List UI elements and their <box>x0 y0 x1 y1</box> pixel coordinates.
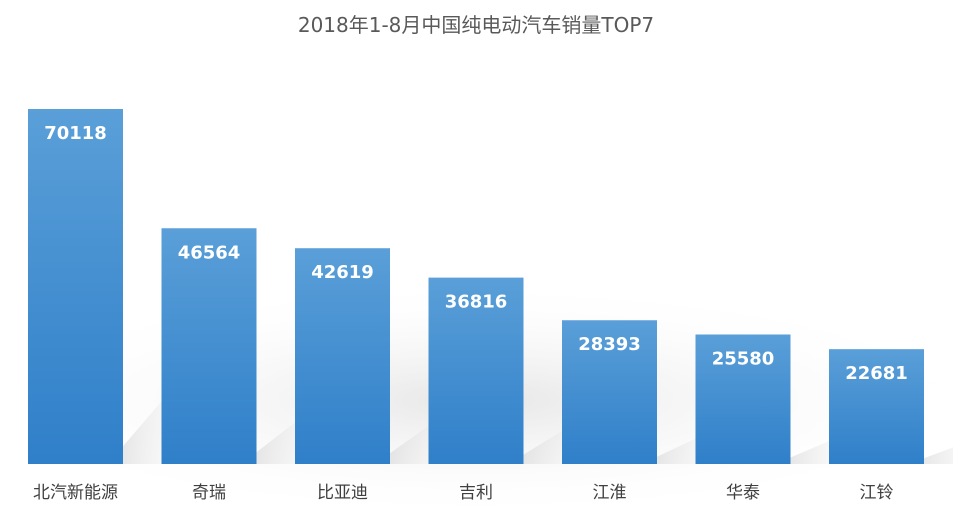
bar <box>562 320 657 464</box>
bar-shadow <box>924 447 953 464</box>
bar <box>428 277 524 464</box>
category-label: 比亚迪 <box>317 483 368 503</box>
category-label: 江铃 <box>860 483 894 503</box>
bar <box>829 349 924 464</box>
category-label: 吉利 <box>459 483 493 503</box>
category-label: 江淮 <box>593 483 627 503</box>
value-labels: 70118 46564 42619 36816 28393 25580 22681 <box>44 123 908 384</box>
bar <box>161 228 257 464</box>
category-labels: 北汽新能源 奇瑞 比亚迪 吉利 江淮 华泰 江铃 <box>33 483 894 503</box>
data-label: 28393 <box>578 334 641 355</box>
bar <box>28 109 123 464</box>
data-label: 36816 <box>445 292 508 313</box>
data-label: 42619 <box>311 262 374 283</box>
bars <box>28 109 924 464</box>
data-label: 25580 <box>712 348 775 369</box>
bar <box>295 248 390 464</box>
category-label: 北汽新能源 <box>33 483 118 503</box>
category-label: 华泰 <box>726 483 760 503</box>
category-label: 奇瑞 <box>192 483 226 503</box>
chart-title: 2018年1-8月中国纯电动汽车销量TOP7 <box>298 13 654 37</box>
data-label: 70118 <box>44 123 107 144</box>
bar <box>695 334 791 464</box>
data-label: 46564 <box>178 242 241 263</box>
data-label: 22681 <box>845 363 908 384</box>
